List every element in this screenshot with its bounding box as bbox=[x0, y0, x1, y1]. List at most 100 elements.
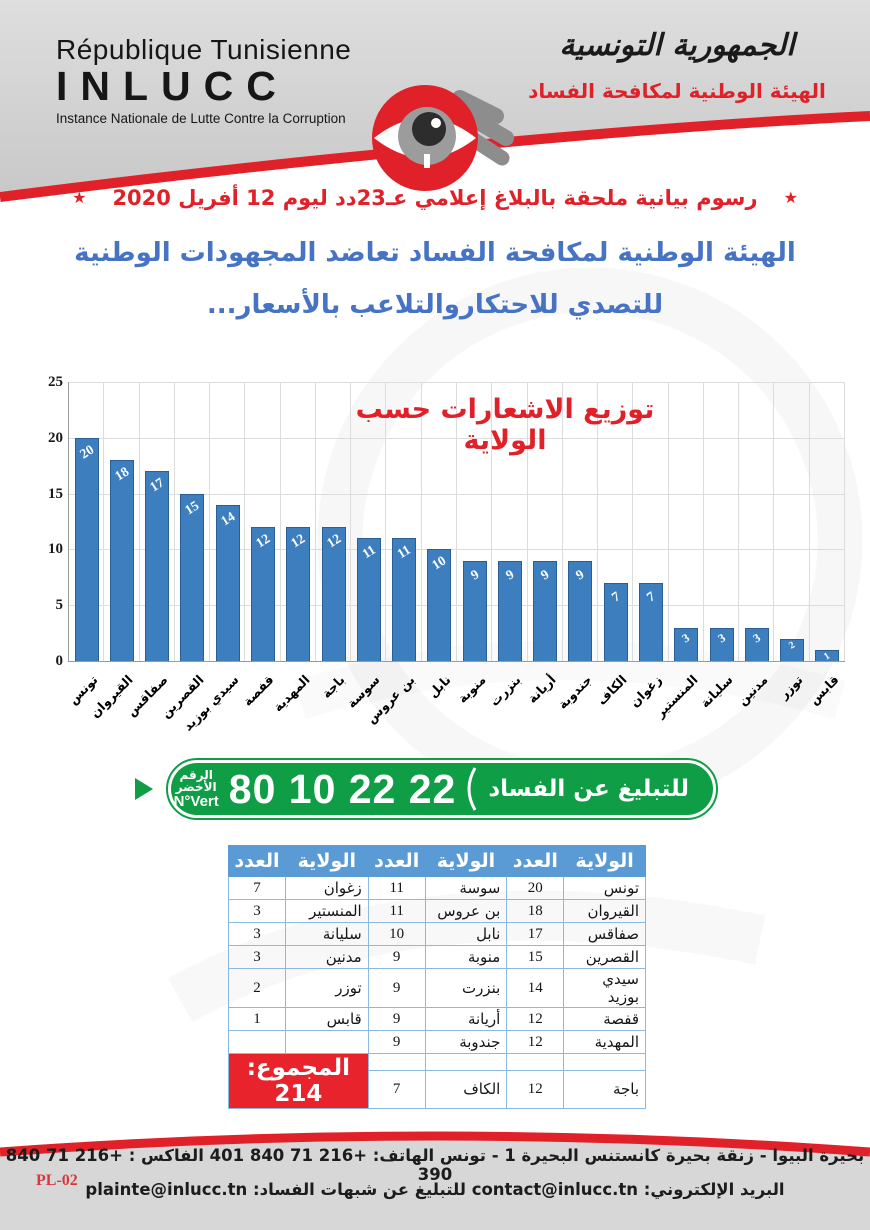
report-title-text: رسوم بيانية ملحقة بالبلاغ إعلامي عـ23دد … bbox=[112, 186, 758, 210]
table-header-row: الولاية العدد الولاية العدد الولاية العد… bbox=[228, 845, 646, 877]
y-tick-label: 15 bbox=[48, 485, 63, 502]
table-cell-governorate: مدنين bbox=[284, 945, 369, 969]
chart-bar: 1 bbox=[815, 650, 840, 663]
page-code: PL-02 bbox=[36, 1172, 78, 1189]
hotline-banner-inner: للتبليغ عن الفساد 80 10 22 22 الرقم الأخ… bbox=[119, 763, 713, 815]
chart-bar: 7 bbox=[639, 583, 663, 661]
table-cell-governorate: جندوبة bbox=[424, 1030, 508, 1054]
table-cell-governorate: المهدية bbox=[563, 1030, 646, 1054]
bar-value-label: 18 bbox=[111, 463, 132, 484]
header-right-block: الجمهورية التونسية الهيئة الوطنية لمكافح… bbox=[512, 28, 842, 103]
green-number-fr: N°Vert bbox=[173, 792, 219, 810]
col-header-governorate: الولاية bbox=[284, 845, 369, 877]
chart-bar: 3 bbox=[709, 628, 734, 661]
table-cell-governorate: زغوان bbox=[284, 876, 369, 900]
x-category-label: باجة bbox=[318, 672, 348, 701]
table-cell-governorate: سيدي بوزيد bbox=[563, 968, 646, 1008]
chart-xlabels: تونس القيروان صفاقس القصرين سيدي بوزيد قفصة ال… bbox=[65, 664, 844, 750]
notifications-bar-chart: 0 5 10 15 20 25 20 18 17 15 14 12 12 12 11 11 10 9 9 9 9 7 7 3… bbox=[40, 370, 852, 752]
bar-value-label: 10 bbox=[429, 552, 449, 573]
table-cell-count: 9 bbox=[367, 1007, 426, 1031]
table-cell-governorate: المنستير bbox=[284, 899, 369, 923]
x-category-label: سليانة bbox=[696, 672, 736, 711]
y-tick-label: 20 bbox=[48, 429, 63, 446]
chart-yaxis: 0 5 10 15 20 25 bbox=[40, 374, 66, 669]
bar-value-label: 20 bbox=[76, 441, 97, 462]
table-cell-governorate: باجة bbox=[563, 1069, 646, 1110]
green-number-caption: الرقم الأخضر N°Vert bbox=[173, 768, 219, 810]
y-tick-label: 10 bbox=[48, 541, 63, 558]
table-cell-count: 20 bbox=[506, 876, 565, 900]
chart-bar: 10 bbox=[427, 549, 452, 661]
table-cell-count: 10 bbox=[367, 922, 426, 946]
x-category-label: نابل bbox=[424, 672, 454, 701]
bar-value-label: 1 bbox=[822, 650, 833, 663]
table-row: صفاقس 17 نابل 10 سليانة 3 bbox=[228, 922, 646, 946]
data-table: الولاية العدد الولاية العدد الولاية العد… bbox=[228, 845, 646, 1110]
table-cell-count: 7 bbox=[367, 1069, 426, 1110]
chart-bar: 9 bbox=[568, 561, 593, 661]
chart-bar: 7 bbox=[603, 583, 628, 661]
table-cell-count: 1 bbox=[228, 1007, 286, 1031]
star-icon: ★ bbox=[72, 188, 87, 207]
col-header-count: العدد bbox=[228, 845, 286, 877]
chart-bar: 3 bbox=[744, 628, 769, 661]
table-row: المجموع: 214 bbox=[228, 1053, 646, 1109]
table-total-badge: المجموع: 214 bbox=[228, 1053, 369, 1109]
table-cell-count: 3 bbox=[228, 899, 286, 923]
footer-red-swoosh bbox=[0, 1131, 870, 1157]
table-cell-governorate: أريانة bbox=[424, 1007, 508, 1031]
table-cell-count: 15 bbox=[506, 945, 565, 969]
bar-value-label: 7 bbox=[643, 588, 658, 605]
bar-value-label: 12 bbox=[323, 530, 343, 551]
chart-bar: 11 bbox=[392, 538, 417, 661]
statement-line-2: للتصدي للاحتكاروالتلاعب بالأسعار... bbox=[206, 290, 664, 320]
table-row: المهدية 12 جندوبة 9 bbox=[228, 1030, 646, 1054]
table-cell-governorate: القصرين bbox=[563, 945, 646, 969]
table-row: تونس 20 سوسة 11 زغوان 7 bbox=[228, 876, 646, 900]
bar-value-label: 9 bbox=[573, 566, 588, 583]
table-cell-count: 11 bbox=[367, 876, 426, 900]
table-cell-governorate: سوسة bbox=[424, 876, 508, 900]
col-header-count: العدد bbox=[506, 845, 565, 877]
table-cell-governorate: بنزرت bbox=[424, 968, 508, 1008]
table-cell-governorate: سليانة bbox=[284, 922, 369, 946]
x-category-label: منوبة bbox=[454, 672, 489, 706]
footer-band bbox=[0, 1131, 870, 1230]
table-cell-governorate: القيروان bbox=[563, 899, 646, 923]
table-row: القيروان 18 بن عروس 11 المنستير 3 bbox=[228, 899, 646, 923]
table-cell-count: 12 bbox=[506, 1007, 565, 1031]
bar-value-label: 12 bbox=[288, 530, 308, 551]
logo-finger-icon bbox=[452, 90, 504, 124]
bar-value-label: 7 bbox=[608, 588, 623, 605]
x-category-label: قابس bbox=[805, 672, 842, 708]
bar-value-label: 3 bbox=[750, 630, 763, 646]
bar-value-label: 9 bbox=[538, 566, 552, 583]
table-cell-count: 12 bbox=[506, 1069, 565, 1110]
bar-value-label: 14 bbox=[217, 508, 238, 529]
table-cell-count: 11 bbox=[367, 899, 426, 923]
table-cell-governorate: بن عروس bbox=[424, 899, 508, 923]
chart-bar: 18 bbox=[109, 460, 134, 661]
table-cell-count bbox=[506, 1053, 565, 1071]
statement-line-1: الهيئة الوطنية لمكافحة الفساد تعاضد المج… bbox=[74, 238, 796, 268]
bar-value-label: 11 bbox=[359, 541, 378, 562]
table-cell-count: 9 bbox=[367, 945, 426, 969]
table-cell-governorate: قفصة bbox=[563, 1007, 646, 1031]
table-cell-count: 12 bbox=[506, 1030, 565, 1054]
y-tick-label: 25 bbox=[48, 374, 63, 390]
col-header-governorate: الولاية bbox=[563, 845, 646, 877]
x-category-label: توزر bbox=[776, 672, 806, 702]
footer-emails: البريد الإلكتروني: contact@inlucc.tn للت… bbox=[85, 1180, 785, 1199]
chart-bar: 12 bbox=[286, 527, 311, 661]
hotline-number: 80 10 22 22 bbox=[228, 765, 457, 812]
report-title-line: ★ رسوم بيانية ملحقة بالبلاغ إعلامي عـ23دد… bbox=[0, 186, 870, 210]
chart-bar: 17 bbox=[145, 471, 170, 661]
table-cell-governorate bbox=[284, 1030, 369, 1054]
header-left-block: République Tunisienne INLUCC Instance Na… bbox=[56, 34, 351, 126]
chart-plot: 20 18 17 15 14 12 12 12 11 11 10 9 9 9 9 7 7 3 3 3 2 1 bbox=[68, 382, 845, 662]
col-header-governorate: الولاية bbox=[424, 845, 508, 877]
chart-bar: 3 bbox=[674, 628, 699, 661]
hotline-separator-arc bbox=[467, 767, 477, 811]
